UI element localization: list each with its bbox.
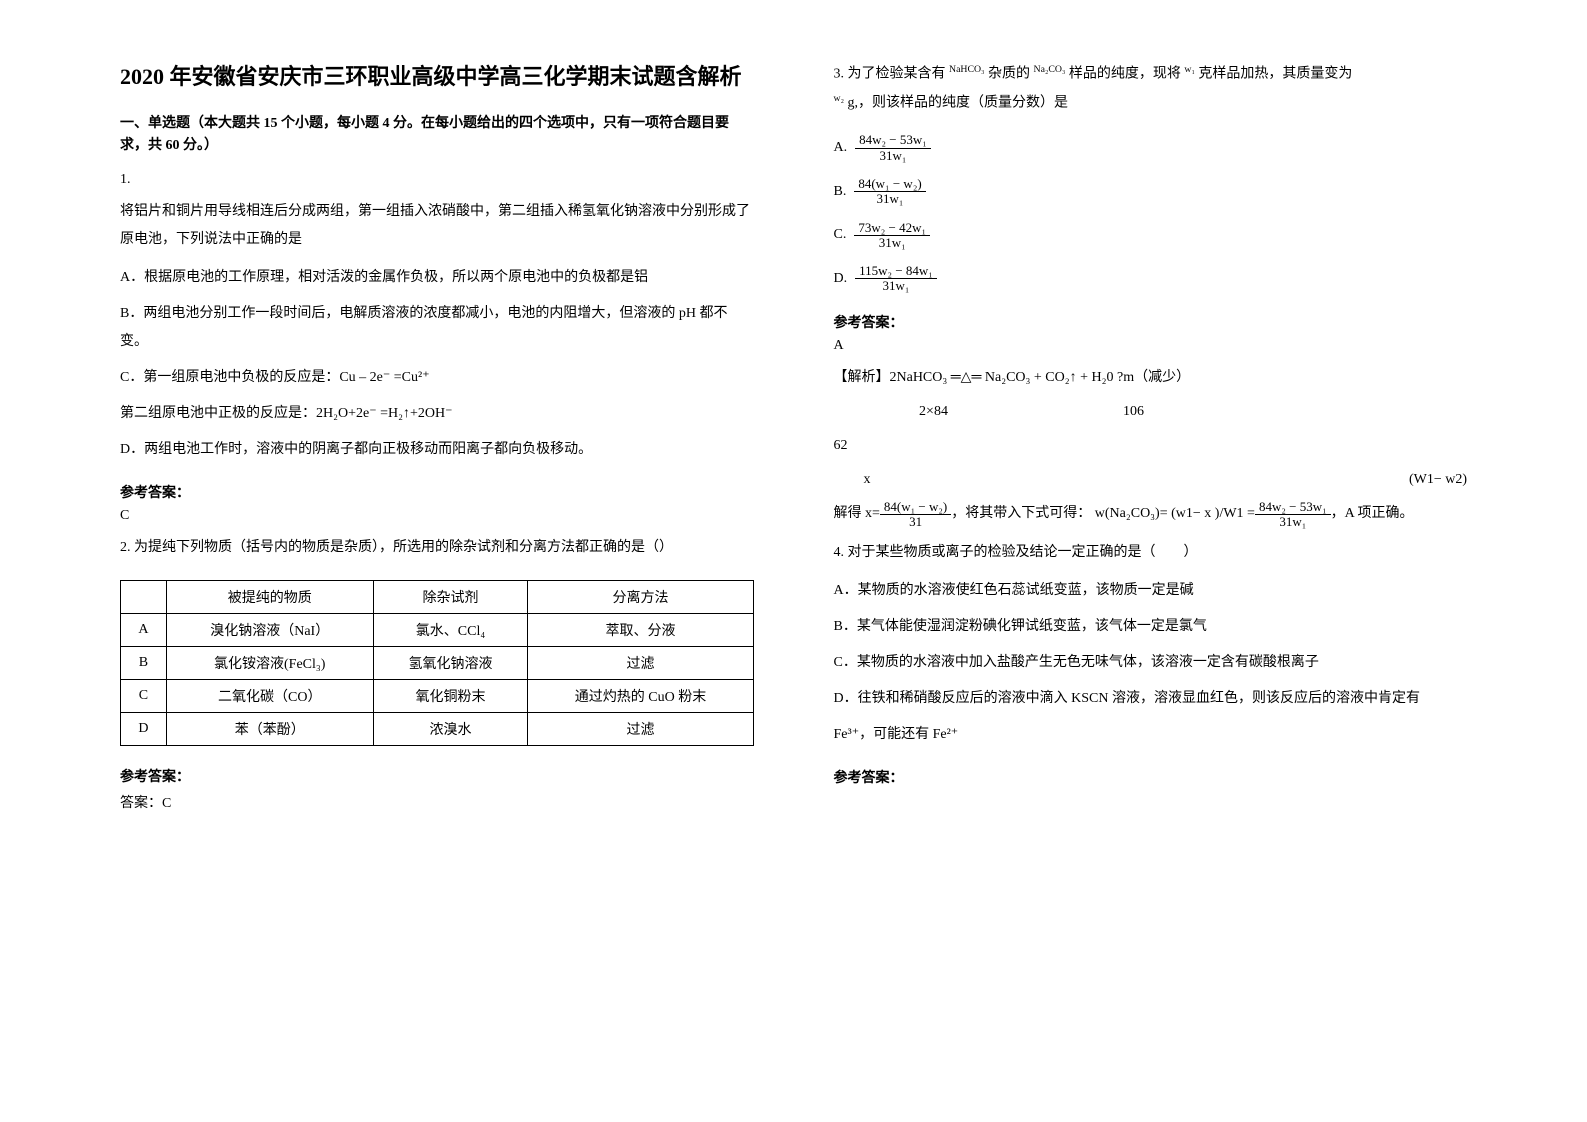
fraction: 84(w₁ − w₂) 31w₁	[854, 177, 925, 207]
q3-text: 杂质的	[985, 67, 1034, 82]
q3-answer: A	[834, 338, 1468, 354]
q3-sup: w₁	[1184, 64, 1195, 75]
q1-number: 1.	[120, 172, 754, 188]
numerator: 115w₂ − 84w₁	[855, 264, 937, 279]
denominator: 31w₁	[855, 279, 937, 293]
cell: 过滤	[528, 712, 753, 745]
table-row: B 氯化铵溶液(FeCl₃) 氢氧化钠溶液 过滤	[121, 646, 754, 679]
expl-val: 106	[1034, 398, 1234, 426]
cell: D	[121, 712, 167, 745]
denominator: 31w₁	[854, 192, 925, 206]
q3-sup: Na₂CO₃	[1034, 64, 1066, 75]
cell: 除杂试剂	[373, 580, 528, 613]
q2-answer: 答案：C	[120, 792, 754, 812]
opt-label: A.	[834, 140, 848, 156]
cell: 萃取、分液	[528, 613, 753, 646]
opt-label: C.	[834, 227, 847, 243]
q1-answer-label: 参考答案：	[120, 482, 754, 502]
q3-sup: NaHCO₃	[949, 64, 985, 75]
q4-answer-label: 参考答案：	[834, 767, 1468, 787]
cell: 过滤	[528, 646, 753, 679]
fraction: 84w₂ − 53w₁ 31w₁	[1255, 500, 1331, 530]
fraction: 115w₂ − 84w₁ 31w₁	[855, 264, 937, 294]
q4-stem: 4. 对于某些物质或离子的检验及结论一定正确的是（ ）	[834, 539, 1468, 567]
q4-opt-d-line1: D．往铁和稀硝酸反应后的溶液中滴入 KSCN 溶液，溶液显血红色，则该反应后的溶…	[834, 685, 1468, 713]
table-row: C 二氧化碳（CO） 氧化铜粉末 通过灼热的 CuO 粉末	[121, 679, 754, 712]
q3-stem: 3. 为了检验某含有 NaHCO₃ 杂质的 Na₂CO₃ 样品的纯度，现将 w₁…	[834, 60, 1468, 117]
denominator: 31	[880, 515, 951, 529]
cell: 氯水、CCl₄	[373, 613, 528, 646]
opt-label: D.	[834, 271, 848, 287]
q3-text: g,，则该样品的纯度（质量分数）是	[844, 95, 1068, 110]
table-row: 被提纯的物质 除杂试剂 分离方法	[121, 580, 754, 613]
expl-val: (W1− w2)	[1409, 466, 1467, 494]
q3-expl-line5: 解得 x= 84(w₁ − w₂) 31 ，将其带入下式可得： w(Na₂CO₃…	[834, 500, 1468, 530]
cell: 分离方法	[528, 580, 753, 613]
numerator: 84(w₁ − w₂)	[854, 177, 925, 192]
q3-sup: w₂	[834, 93, 845, 104]
cell: 苯（苯酚）	[166, 712, 373, 745]
q1-opt-a: A．根据原电池的工作原理，相对活泼的金属作负极，所以两个原电池中的负极都是铝	[120, 264, 754, 292]
q4-opt-d-line2: Fe³⁺，可能还有 Fe²⁺	[834, 721, 1468, 749]
cell: 氯化铵溶液(FeCl₃)	[166, 646, 373, 679]
cell: B	[121, 646, 167, 679]
q3-answer-label: 参考答案：	[834, 312, 1468, 332]
cell: C	[121, 679, 167, 712]
q1-opt-c-line2: 第二组原电池中正极的反应是：2H₂O+2e⁻ =H₂↑+2OH⁻	[120, 400, 754, 428]
q1-opt-d: D．两组电池工作时，溶液中的阴离子都向正极移动而阳离子都向负极移动。	[120, 436, 754, 464]
cell: 溴化钠溶液（NaI）	[166, 613, 373, 646]
q3-text: 3. 为了检验某含有	[834, 67, 950, 82]
q4-opt-c: C．某物质的水溶液中加入盐酸产生无色无味气体，该溶液一定含有碳酸根离子	[834, 649, 1468, 677]
q1-answer: C	[120, 508, 754, 524]
cell: 被提纯的物质	[166, 580, 373, 613]
cell: A	[121, 613, 167, 646]
q1-opt-c-line1: C．第一组原电池中负极的反应是：Cu – 2e⁻ =Cu²⁺	[120, 364, 754, 392]
numerator: 73w₂ − 42w₁	[854, 221, 930, 236]
q3-expl-line3: 62	[834, 432, 1468, 460]
q1-stem: 将铝片和铜片用导线相连后分成两组，第一组插入浓硝酸中，第二组插入稀氢氧化钠溶液中…	[120, 198, 754, 254]
q2-stem: 2. 为提纯下列物质（括号内的物质是杂质），所选用的除杂试剂和分离方法都正确的是…	[120, 534, 754, 562]
q3-expl-line4: x (W1− w2)	[834, 466, 1468, 494]
q3-opt-d: D. 115w₂ − 84w₁ 31w₁	[834, 264, 1468, 294]
cell: 氢氧化钠溶液	[373, 646, 528, 679]
q4-opt-b: B．某气体能使湿润淀粉碘化钾试纸变蓝，该气体一定是氯气	[834, 613, 1468, 641]
expl-text: 解得 x=	[834, 500, 880, 528]
q3-opt-a: A. 84w₂ − 53w₁ 31w₁	[834, 133, 1468, 163]
opt-label: B.	[834, 184, 847, 200]
cell: 浓溴水	[373, 712, 528, 745]
cell	[121, 580, 167, 613]
q3-opt-b: B. 84(w₁ − w₂) 31w₁	[834, 177, 1468, 207]
expl-text: ，将其带入下式可得： w(Na₂CO₃)= (w1− x )/W1 =	[951, 500, 1255, 528]
numerator: 84w₂ − 53w₁	[855, 133, 931, 148]
q2-answer-label: 参考答案：	[120, 766, 754, 786]
denominator: 31w₁	[855, 149, 931, 163]
q2-table: 被提纯的物质 除杂试剂 分离方法 A 溴化钠溶液（NaI） 氯水、CCl₄ 萃取…	[120, 580, 754, 746]
cell: 氧化铜粉末	[373, 679, 528, 712]
cell: 二氧化碳（CO）	[166, 679, 373, 712]
expl-val: 2×84	[834, 398, 1034, 426]
numerator: 84w₂ − 53w₁	[1255, 500, 1331, 515]
q3-expl-line2: 2×84 106	[834, 398, 1468, 426]
section-header: 一、单选题（本大题共 15 个小题，每小题 4 分。在每小题给出的四个选项中，只…	[120, 113, 754, 158]
page-title: 2020 年安徽省安庆市三环职业高级中学高三化学期末试题含解析	[120, 60, 754, 93]
table-row: D 苯（苯酚） 浓溴水 过滤	[121, 712, 754, 745]
table-row: A 溴化钠溶液（NaI） 氯水、CCl₄ 萃取、分液	[121, 613, 754, 646]
numerator: 84(w₁ − w₂)	[880, 500, 951, 515]
q4-opt-a: A．某物质的水溶液使红色石蕊试纸变蓝，该物质一定是碱	[834, 577, 1468, 605]
q1-opt-b: B．两组电池分别工作一段时间后，电解质溶液的浓度都减小，电池的内阻增大，但溶液的…	[120, 300, 754, 356]
denominator: 31w₁	[1255, 515, 1331, 529]
cell: 通过灼热的 CuO 粉末	[528, 679, 753, 712]
expl-val: x	[864, 466, 871, 494]
q3-expl-line1: 【解析】2NaHCO₃ ═△═ Na₂CO₃ + CO₂↑ + H₂0 ?m（减…	[834, 364, 1468, 392]
fraction: 84(w₁ − w₂) 31	[880, 500, 951, 530]
q3-text: 样品的纯度，现将	[1065, 67, 1184, 82]
fraction: 84w₂ − 53w₁ 31w₁	[855, 133, 931, 163]
expl-text: ，A 项正确。	[1331, 500, 1414, 528]
q3-text: 克样品加热，其质量变为	[1195, 67, 1353, 82]
fraction: 73w₂ − 42w₁ 31w₁	[854, 221, 930, 251]
denominator: 31w₁	[854, 236, 930, 250]
q3-opt-c: C. 73w₂ − 42w₁ 31w₁	[834, 221, 1468, 251]
